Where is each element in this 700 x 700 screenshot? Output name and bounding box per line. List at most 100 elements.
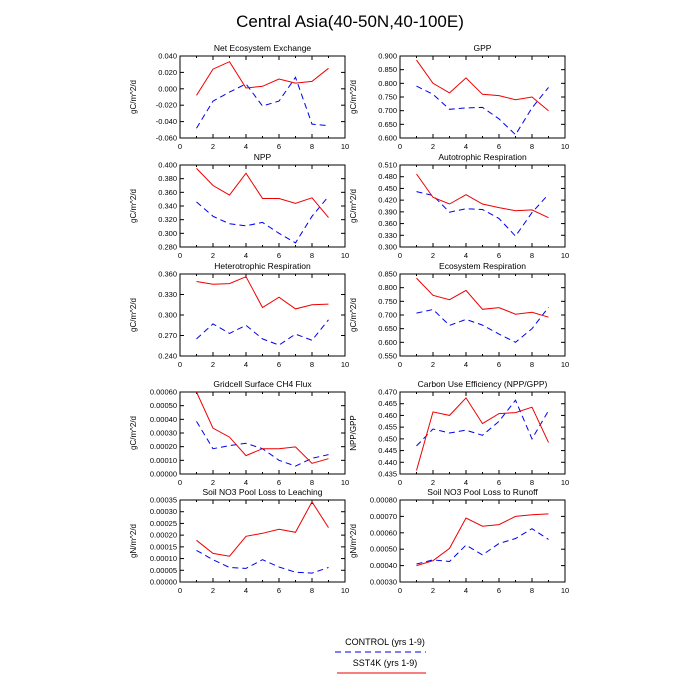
- x-tick-label: 2: [431, 251, 435, 260]
- x-tick-label: 4: [464, 142, 468, 151]
- y-axis-label: gC/m^2/d: [129, 298, 138, 332]
- y-tick-label: 0.360: [158, 188, 177, 197]
- series-line-control: [416, 399, 549, 447]
- y-axis-label: gC/m^2/d: [349, 80, 358, 114]
- series-line-control: [196, 549, 329, 574]
- y-axis-label: gN/m^2/d: [349, 524, 358, 558]
- x-tick-label: 4: [464, 360, 468, 369]
- x-tick-label: 4: [464, 251, 468, 260]
- chart-title: Heterotrophic Respiration: [214, 261, 311, 271]
- chart-panel-9: Soil NO3 Pool Loss to Leaching gN/m^2/d 0 2…: [129, 487, 349, 595]
- y-tick-label: 0.00030: [150, 429, 177, 438]
- y-tick-label: 0.040: [158, 52, 177, 61]
- y-tick-label: 0.00040: [370, 561, 397, 570]
- x-tick-label: 6: [497, 142, 501, 151]
- x-tick-label: 0: [398, 586, 402, 595]
- series-line-control: [416, 191, 549, 237]
- y-axis-label: gC/m^2/d: [349, 189, 358, 223]
- legend: CONTROL (yrs 1-9) SST4K (yrs 1-9): [335, 637, 426, 674]
- y-tick-label: 0.00030: [370, 578, 397, 587]
- y-axis-label: gC/m^2/d: [349, 298, 358, 332]
- series-line-sst4k: [416, 277, 549, 318]
- chart-panel-4: Autotrophic Respiration gC/m^2/d 0 2 4 6 8 10 0.…: [349, 152, 569, 260]
- y-tick-label: 0.390: [378, 207, 397, 216]
- x-tick-label: 0: [398, 251, 402, 260]
- x-tick-label: 0: [178, 360, 182, 369]
- series-line-sst4k: [196, 500, 329, 557]
- y-tick-label: 0.00035: [150, 496, 177, 505]
- y-tick-label: 0.300: [158, 229, 177, 238]
- y-tick-label: 0.00010: [150, 456, 177, 465]
- x-tick-label: 10: [341, 142, 349, 151]
- y-axis-label: NPP/GPP: [349, 415, 358, 451]
- y-tick-label: 0.435: [378, 470, 397, 479]
- y-tick-label: 0.650: [378, 120, 397, 129]
- y-tick-label: 0.270: [158, 331, 177, 340]
- x-tick-label: 0: [178, 142, 182, 151]
- x-tick-label: 8: [530, 360, 534, 369]
- x-tick-label: 4: [244, 251, 248, 260]
- x-tick-label: 2: [431, 586, 435, 595]
- series-line-control: [196, 319, 329, 346]
- plot-frame: [399, 391, 566, 475]
- x-tick-label: 4: [244, 360, 248, 369]
- x-tick-label: 10: [341, 251, 349, 260]
- chart-title: Soil NO3 Pool Loss to Runoff: [427, 487, 538, 497]
- series-line-sst4k: [196, 276, 329, 310]
- y-tick-label: 0.00000: [150, 470, 177, 479]
- y-tick-label: 0.800: [378, 79, 397, 88]
- chart-panel-2: GPP gC/m^2/d 0 2 4 6 8 10 0.600 0.650 0.700 0.750 0.…: [349, 43, 569, 151]
- plot-frame: [399, 499, 566, 583]
- y-tick-label: 0.280: [158, 243, 177, 252]
- y-tick-label: -0.040: [156, 117, 177, 126]
- plot-frame: [399, 164, 566, 248]
- y-tick-label: 0.00030: [150, 507, 177, 516]
- x-tick-label: 10: [561, 251, 569, 260]
- y-tick-label: 0.850: [378, 270, 397, 279]
- x-tick-label: 8: [530, 251, 534, 260]
- y-tick-label: 0.750: [378, 93, 397, 102]
- x-tick-label: 0: [398, 142, 402, 151]
- y-tick-label: 0.360: [158, 270, 177, 279]
- legend-label-sst4k: SST4K (yrs 1-9): [353, 658, 418, 668]
- series-line-sst4k: [196, 61, 329, 96]
- y-tick-label: 0.650: [378, 324, 397, 333]
- x-tick-label: 8: [530, 142, 534, 151]
- y-tick-label: -0.020: [156, 101, 177, 110]
- y-tick-label: 0.320: [158, 215, 177, 224]
- y-tick-label: 0.00050: [150, 401, 177, 410]
- y-tick-label: 0.900: [378, 52, 397, 61]
- y-tick-label: 0.300: [378, 243, 397, 252]
- y-tick-label: 0.750: [378, 297, 397, 306]
- x-tick-label: 8: [310, 586, 314, 595]
- chart-title: Ecosystem Respiration: [439, 261, 526, 271]
- y-tick-label: 0.420: [378, 196, 397, 205]
- y-tick-label: 0.445: [378, 446, 397, 455]
- x-tick-label: 10: [561, 586, 569, 595]
- x-tick-label: 4: [244, 142, 248, 151]
- y-tick-label: 0.700: [378, 106, 397, 115]
- plot-frame: [179, 273, 346, 357]
- y-tick-label: 0.450: [378, 184, 397, 193]
- x-tick-label: 0: [178, 478, 182, 487]
- x-tick-label: 2: [431, 478, 435, 487]
- x-tick-label: 0: [178, 251, 182, 260]
- y-tick-label: 0.00080: [370, 496, 397, 505]
- y-tick-label: 0.00015: [150, 542, 177, 551]
- y-tick-label: 0.800: [378, 283, 397, 292]
- y-tick-label: 0.00060: [370, 528, 397, 537]
- x-tick-label: 2: [211, 478, 215, 487]
- y-tick-label: 0.00005: [150, 566, 177, 575]
- y-tick-label: 0.00060: [150, 388, 177, 397]
- x-tick-label: 4: [244, 478, 248, 487]
- x-tick-label: 10: [561, 360, 569, 369]
- y-tick-label: 0.00070: [370, 512, 397, 521]
- y-tick-label: 0.455: [378, 423, 397, 432]
- y-axis-label: gN/m^2/d: [129, 524, 138, 558]
- chart-title: Net Ecosystem Exchange: [214, 43, 312, 53]
- x-tick-label: 2: [211, 586, 215, 595]
- y-tick-label: 0.510: [378, 161, 397, 170]
- legend-label-control: CONTROL (yrs 1-9): [345, 637, 425, 647]
- x-tick-label: 6: [277, 360, 281, 369]
